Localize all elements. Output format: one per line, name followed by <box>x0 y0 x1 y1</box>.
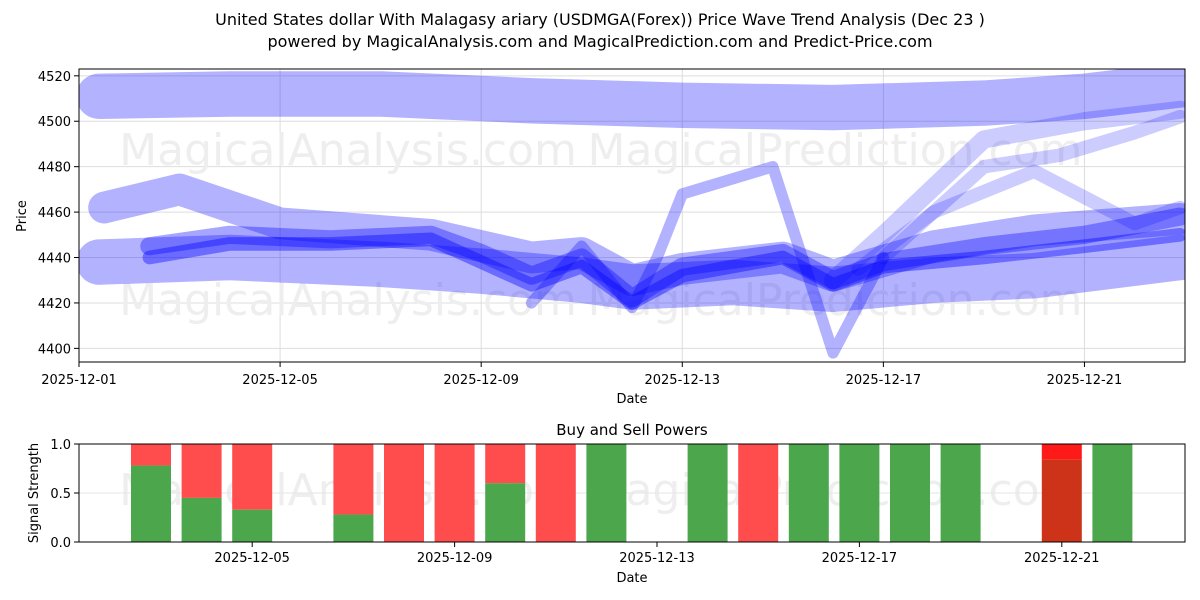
y-tick-label: 4480 <box>38 161 71 176</box>
wave-series <box>824 100 1190 290</box>
plot-frame <box>78 68 1186 363</box>
y-tick-label: 4440 <box>38 252 71 267</box>
chart-title: United States dollar With Malagasy ariar… <box>215 10 985 29</box>
x-axis-label: Date <box>616 571 647 586</box>
right-mask <box>1185 0 1200 400</box>
wave-series <box>76 62 1200 131</box>
y-tick-label: 1.0 <box>50 438 71 453</box>
sell-bar <box>535 444 576 542</box>
watermark: MagicalPrediction.com <box>588 125 1083 176</box>
x-tick-label: 2025-12-17 <box>846 373 922 388</box>
y-axis-label: Signal Strength <box>27 443 42 543</box>
buy-bar <box>788 444 829 542</box>
bottom-mask <box>79 362 1185 392</box>
subplot-frame <box>78 443 1186 543</box>
sell-bar <box>434 444 475 542</box>
wave-series <box>88 173 1196 297</box>
top-mask <box>0 55 1200 69</box>
x-tick-label: 2025-12-01 <box>41 373 117 388</box>
buy-bar <box>890 444 930 542</box>
sell-bar <box>232 444 273 510</box>
wave-series <box>525 161 890 359</box>
watermark: MagicalPrediction.com <box>588 465 1083 516</box>
y-tick-label: 4460 <box>38 206 71 221</box>
sell-bar <box>181 444 222 498</box>
x-tick-label: 2025-12-05 <box>242 373 318 388</box>
x-tick-label: 2025-12-21 <box>1047 373 1123 388</box>
x-tick-label: 2025-12-09 <box>443 373 519 388</box>
left-mask <box>0 0 79 600</box>
watermark: MagicalPrediction.com <box>588 275 1083 326</box>
x-tick-label: 2025-12-13 <box>619 551 695 566</box>
buy-bar <box>485 483 526 542</box>
sell-bar <box>738 444 779 542</box>
wave-series <box>876 109 1187 265</box>
x-tick-label: 2025-12-09 <box>417 551 493 566</box>
buy-bar <box>1041 459 1082 542</box>
buy-bar <box>687 444 728 542</box>
buy-bar <box>1092 444 1133 542</box>
buy-bar <box>131 465 171 542</box>
buy-bar <box>940 444 981 542</box>
sell-bar <box>485 444 526 484</box>
chart-subtitle: powered by MagicalAnalysis.com and Magic… <box>267 32 933 51</box>
y-axis-label: Price <box>15 200 30 232</box>
y-tick-label: 4520 <box>38 70 71 85</box>
buy-bar <box>181 497 222 542</box>
x-tick-label: 2025-12-21 <box>1024 551 1100 566</box>
x-axis-label: Date <box>616 392 647 407</box>
sell-bar <box>131 444 171 466</box>
sell-bar <box>333 444 374 515</box>
buy-bar <box>232 509 273 542</box>
sell-bar <box>384 444 424 542</box>
subchart-title: Buy and Sell Powers <box>556 421 708 439</box>
y-tick-label: 4420 <box>38 297 71 312</box>
buy-bar <box>333 514 374 542</box>
buy-bar <box>839 444 880 542</box>
x-tick-label: 2025-12-05 <box>214 551 290 566</box>
buy-bar <box>586 444 627 542</box>
x-tick-label: 2025-12-17 <box>822 551 898 566</box>
wave-series <box>851 164 1187 276</box>
watermark: MagicalAnalysis.com <box>119 125 577 176</box>
sell-bar <box>1041 444 1082 460</box>
watermark: MagicalAnalysis.com <box>119 275 577 326</box>
y-tick-label: 4400 <box>38 342 71 357</box>
y-tick-label: 0.0 <box>50 536 71 551</box>
wave-series <box>142 227 1187 310</box>
wave-series <box>140 207 1190 308</box>
wave-series <box>76 234 1200 313</box>
y-tick-label: 4500 <box>38 115 71 130</box>
y-tick-label: 0.5 <box>50 487 71 502</box>
x-tick-label: 2025-12-13 <box>644 373 720 388</box>
